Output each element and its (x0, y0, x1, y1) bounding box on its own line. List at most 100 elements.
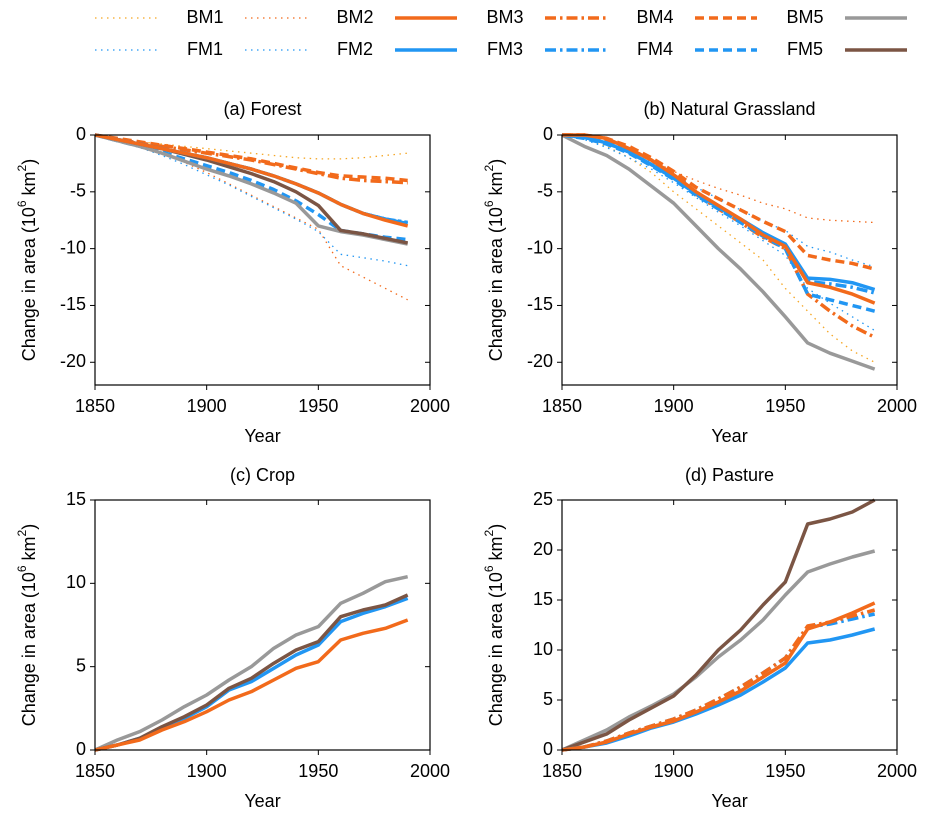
y-tick-label: 25 (533, 489, 553, 509)
superscript: 2 (15, 529, 29, 536)
y-axis-label: Change in area (106 km2) (15, 524, 39, 726)
series-line (95, 133, 409, 228)
series-line (95, 133, 409, 245)
x-tick-label: 1900 (654, 396, 694, 416)
y-axis-label: Change in area (106 km2) (15, 159, 39, 361)
y-label-part: Change in area (10 (486, 207, 506, 361)
y-tick-label: 0 (543, 739, 553, 759)
plot-lines (562, 133, 876, 371)
y-tick-label: 10 (533, 639, 553, 659)
panel: (a) Forest -20 -15 -10 -5 0 1850 1900 1950 2000 Ye… (15, 99, 450, 446)
x-axis-label: Year (244, 426, 280, 446)
y-tick-label: -5 (537, 181, 553, 201)
y-label-part: ) (19, 524, 39, 530)
y-tick-label: 5 (543, 689, 553, 709)
series-line (562, 498, 876, 752)
plot-lines (562, 498, 876, 752)
plot-frame (561, 134, 898, 386)
plot-lines (95, 574, 409, 752)
legend-item: FM4 (545, 39, 673, 59)
y-axis-label: Change in area (106 km2) (482, 524, 506, 726)
series-line (95, 134, 408, 160)
plot-frame (94, 499, 431, 751)
y-tick-label: -5 (70, 181, 86, 201)
legend-item: FM5 (695, 39, 823, 59)
legend-item: BM4 (545, 7, 674, 27)
superscript: 2 (15, 164, 29, 171)
y-label-part: ) (486, 159, 506, 165)
panel-title: (a) Forest (223, 99, 301, 119)
y-axis-label: Change in area (106 km2) (482, 159, 506, 361)
series-line (562, 601, 876, 752)
y-tick-label: 15 (66, 489, 86, 509)
x-tick-label: 1950 (765, 396, 805, 416)
x-tick-label: 2000 (877, 761, 917, 781)
series-line (95, 596, 409, 752)
y-label-part: km (19, 536, 39, 565)
x-tick-label: 1850 (75, 761, 115, 781)
x-tick-label: 2000 (410, 396, 450, 416)
plot-lines (95, 133, 409, 301)
x-tick-label: 2000 (877, 396, 917, 416)
panel-title: (c) Crop (230, 465, 295, 485)
y-label-part: km (486, 171, 506, 200)
y-tick-label: 0 (76, 124, 86, 144)
legend-item: BM3 (395, 7, 524, 27)
y-tick-label: 15 (533, 589, 553, 609)
y-label-part: Change in area (10 (19, 207, 39, 361)
y-tick-label: 10 (66, 572, 86, 592)
series-line (562, 549, 876, 752)
series-line (95, 133, 409, 246)
panel-title: (d) Pasture (685, 465, 774, 485)
series-line (95, 134, 408, 301)
superscript: 2 (482, 164, 496, 171)
series-line (95, 574, 409, 752)
plot-frame (94, 134, 431, 386)
legend-item: BM1 (95, 7, 224, 27)
y-tick-label: 0 (76, 739, 86, 759)
legend-label: BM5 (786, 7, 823, 27)
legend-item: FM2 (245, 39, 373, 59)
y-label-part: Change in area (10 (19, 572, 39, 726)
x-tick-label: 2000 (410, 761, 450, 781)
series-line (562, 133, 876, 339)
superscript: 6 (15, 200, 29, 207)
legend-item: BM5 (695, 7, 824, 27)
series-line (95, 134, 408, 267)
legend-label: FM4 (637, 39, 673, 59)
y-label-part: ) (486, 524, 506, 530)
series-line (95, 133, 408, 183)
series-line (562, 133, 876, 305)
legend-label: FM5 (787, 39, 823, 59)
legend-label: BM1 (186, 7, 223, 27)
series-line (95, 133, 408, 242)
series-line (562, 133, 876, 371)
y-label-part: km (19, 171, 39, 200)
x-axis-label: Year (711, 426, 747, 446)
legend-label: FM3 (487, 39, 523, 59)
legend-item: FM1 (95, 39, 223, 59)
superscript: 2 (482, 529, 496, 536)
y-label-part: km (486, 536, 506, 565)
y-tick-label: -15 (527, 294, 553, 314)
series-line (562, 134, 875, 363)
legend-item: FM3 (395, 39, 523, 59)
y-tick-label: -10 (527, 237, 553, 257)
legend-label: BM2 (336, 7, 373, 27)
y-tick-label: -20 (527, 351, 553, 371)
y-tick-label: 0 (543, 124, 553, 144)
x-tick-label: 1900 (654, 761, 694, 781)
legend-label: FM2 (337, 39, 373, 59)
x-axis-label: Year (244, 791, 280, 811)
series-line (562, 133, 876, 271)
plot-frame (561, 499, 898, 751)
superscript: 6 (482, 565, 496, 572)
y-tick-label: 20 (533, 539, 553, 559)
y-tick-label: -20 (60, 351, 86, 371)
x-tick-label: 1900 (187, 761, 227, 781)
panel: (c) Crop 0 5 10 15 1850 1900 1950 2000 Year Change… (15, 465, 450, 811)
series-line (95, 618, 409, 752)
panel: (b) Natural Grassland -20 -15 -10 -5 0 1850 190… (482, 99, 917, 446)
superscript: 6 (15, 565, 29, 572)
